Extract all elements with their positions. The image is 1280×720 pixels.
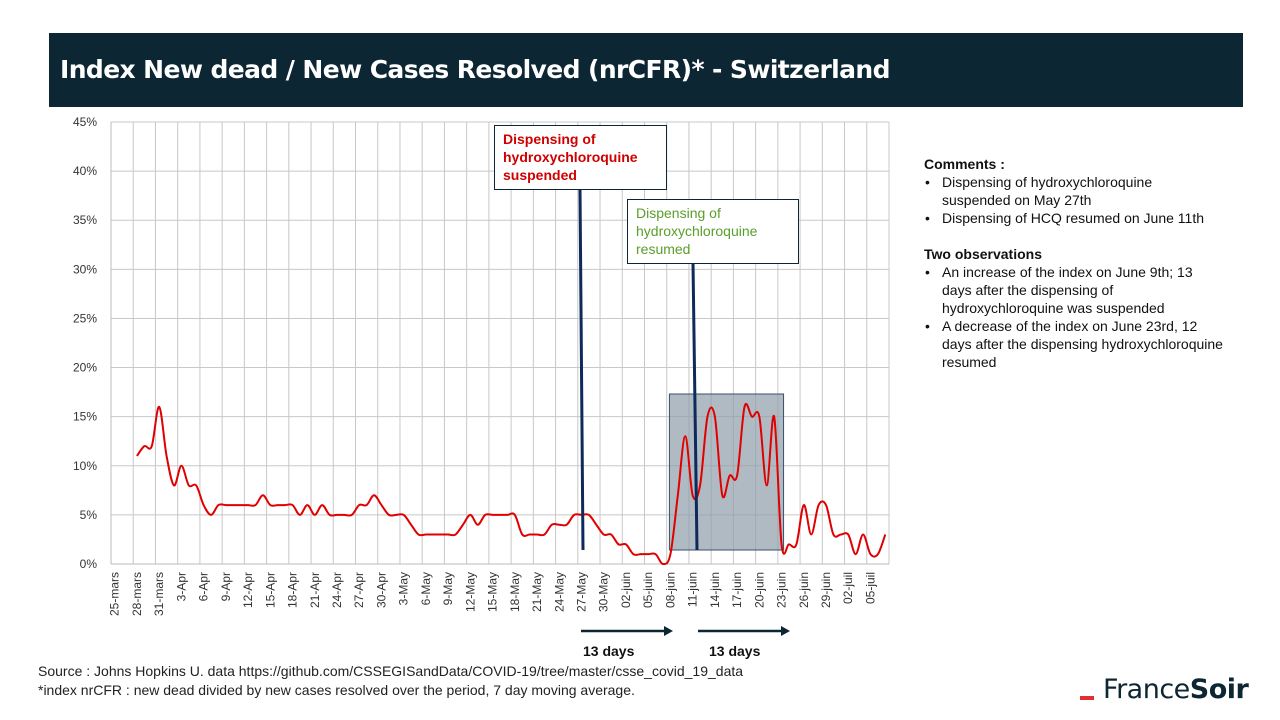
observation-item: A decrease of the index on June 23rd, 12… bbox=[925, 317, 1224, 371]
comments-list: Dispensing of hydroxychloroquine suspend… bbox=[924, 173, 1224, 227]
observation-item: An increase of the index on June 9th; 13… bbox=[925, 263, 1224, 317]
x-tick-label: 05-juin bbox=[641, 572, 655, 608]
y-tick-label: 15% bbox=[73, 410, 97, 424]
y-tick-label: 0% bbox=[80, 557, 98, 571]
arrow-2-label: 13 days bbox=[709, 643, 761, 659]
y-tick-label: 40% bbox=[73, 164, 97, 178]
footer: Source : Johns Hopkins U. data https://g… bbox=[38, 662, 743, 700]
x-tick-label: 05-juil bbox=[863, 572, 877, 604]
x-tick-label: 21-Apr bbox=[308, 572, 322, 608]
y-tick-label: 25% bbox=[73, 311, 97, 325]
observations-list: An increase of the index on June 9th; 13… bbox=[924, 263, 1224, 371]
x-tick-label: 18-Apr bbox=[286, 572, 300, 608]
y-tick-label: 10% bbox=[73, 459, 97, 473]
comments-panel: Comments : Dispensing of hydroxychloroqu… bbox=[924, 155, 1224, 389]
y-tick-label: 20% bbox=[73, 361, 97, 375]
logo-dash bbox=[1080, 696, 1094, 700]
x-tick-label: 15-May bbox=[486, 572, 500, 612]
annotation-suspended: Dispensing of hydroxychloroquine suspend… bbox=[494, 125, 667, 190]
comments-heading: Comments : bbox=[924, 156, 1005, 172]
x-tick-label: 02-juin bbox=[619, 572, 633, 608]
arrow-13-days-2-head bbox=[781, 626, 790, 636]
x-tick-label: 11-juin bbox=[686, 572, 700, 607]
logo-part2: Soir bbox=[1189, 674, 1249, 705]
x-tick-label: 21-May bbox=[530, 572, 544, 612]
y-tick-label: 5% bbox=[80, 508, 98, 522]
x-tick-label: 15-Apr bbox=[263, 572, 277, 608]
series-line bbox=[136, 403, 887, 566]
x-tick-label: 08-juin bbox=[663, 572, 677, 608]
x-tick-label: 24-Apr bbox=[330, 572, 344, 608]
x-tick-label: 3-May bbox=[397, 572, 411, 605]
index-note: *index nrCFR : new dead divided by new c… bbox=[38, 682, 635, 698]
x-tick-label: 20-juin bbox=[752, 572, 766, 608]
x-tick-label: 02-juil bbox=[841, 572, 855, 604]
x-tick-label: 28-mars bbox=[130, 572, 144, 616]
x-tick-label: 9-Apr bbox=[219, 572, 233, 601]
title-banner: Index New dead / New Cases Resolved (nrC… bbox=[49, 33, 1243, 107]
x-tick-label: 31-mars bbox=[152, 572, 166, 616]
x-tick-label: 17-juin bbox=[730, 572, 744, 608]
x-tick-label: 6-Apr bbox=[197, 572, 211, 601]
x-tick-label: 25-mars bbox=[108, 572, 122, 616]
comment-item: Dispensing of hydroxychloroquine suspend… bbox=[925, 173, 1224, 209]
x-tick-label: 9-May bbox=[441, 572, 455, 605]
arrow-1-label: 13 days bbox=[583, 643, 635, 659]
x-tick-label: 3-Apr bbox=[174, 572, 188, 601]
x-tick-label: 23-juin bbox=[775, 572, 789, 608]
observations-heading: Two observations bbox=[924, 246, 1042, 262]
y-tick-label: 45% bbox=[73, 115, 97, 129]
x-tick-label: 12-Apr bbox=[241, 572, 255, 608]
x-tick-label: 30-May bbox=[597, 572, 611, 612]
arrow-13-days-1-head bbox=[664, 626, 673, 636]
y-tick-label: 35% bbox=[73, 213, 97, 227]
x-tick-label: 27-May bbox=[575, 572, 589, 612]
x-tick-label: 24-May bbox=[552, 572, 566, 612]
x-tick-label: 30-Apr bbox=[374, 572, 388, 608]
annotation-resumed: Dispensing of hydroxychloroquine resumed bbox=[627, 199, 799, 264]
highlight-box bbox=[668, 393, 785, 551]
francesoir-logo: FranceSoir bbox=[1080, 674, 1249, 705]
resumed-marker-line bbox=[691, 262, 699, 551]
y-tick-label: 30% bbox=[73, 262, 97, 276]
x-tick-label: 14-juin bbox=[708, 572, 722, 608]
suspended-marker-line bbox=[578, 188, 585, 551]
x-tick-label: 6-May bbox=[419, 572, 433, 605]
x-tick-label: 18-May bbox=[508, 572, 522, 612]
logo-part1: France bbox=[1103, 674, 1190, 705]
x-tick-label: 26-juin bbox=[797, 572, 811, 608]
source-text: Source : Johns Hopkins U. data https://g… bbox=[38, 663, 744, 679]
page-title: Index New dead / New Cases Resolved (nrC… bbox=[60, 55, 891, 84]
x-tick-label: 12-May bbox=[463, 572, 477, 612]
x-tick-label: 29-juin bbox=[819, 572, 833, 608]
comment-item: Dispensing of HCQ resumed on June 11th bbox=[925, 209, 1224, 227]
x-tick-label: 27-Apr bbox=[352, 572, 366, 608]
